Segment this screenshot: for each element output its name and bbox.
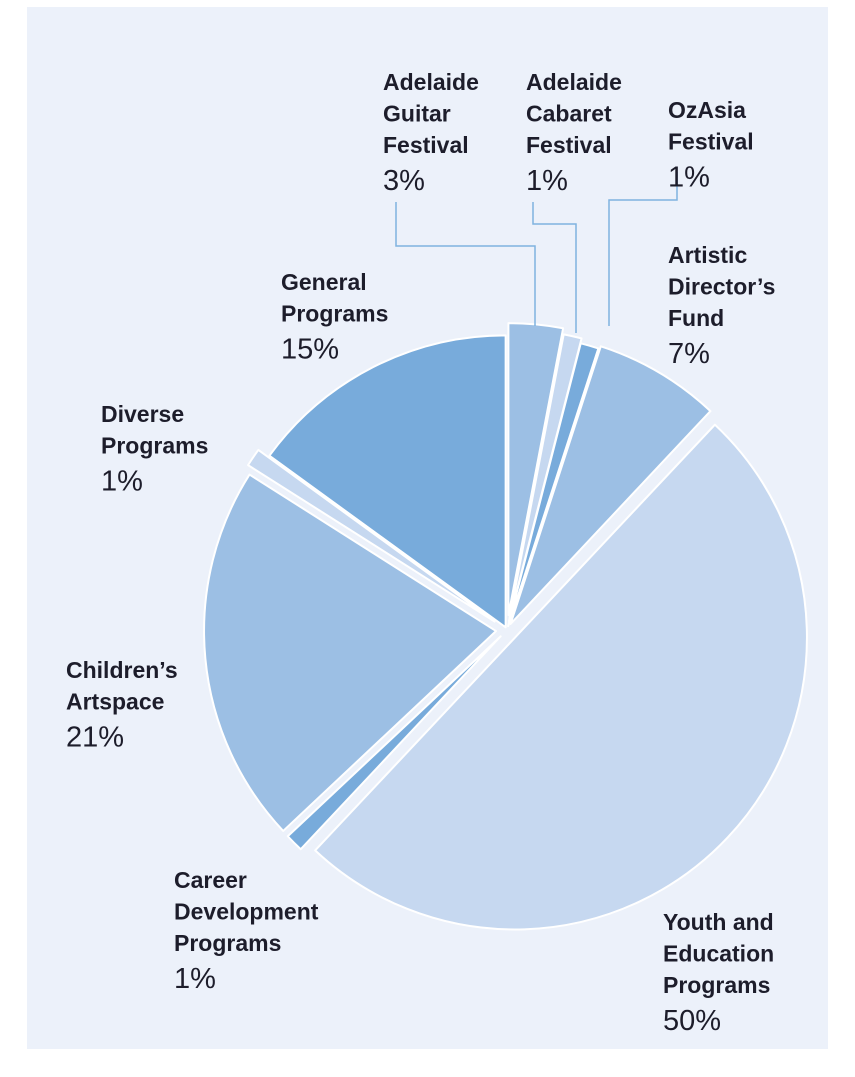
slice-label-percent: 7% xyxy=(668,338,710,370)
slice-label-2: Adelaide Cabaret Festival 1% xyxy=(526,69,622,197)
slice-label-percent: 1% xyxy=(101,466,143,498)
leader-line-3 xyxy=(608,172,678,326)
slice-label-percent: 15% xyxy=(281,334,339,366)
pie-slices xyxy=(203,322,809,931)
slice-label-name: Programs xyxy=(281,301,388,327)
slice-label-percent: 1% xyxy=(174,963,216,995)
slice-label-name: Career xyxy=(174,867,247,893)
slice-label-name: Children’s xyxy=(66,657,178,683)
pie-slice-3 xyxy=(507,342,600,628)
pie-slice-5 xyxy=(314,423,809,931)
slice-label-name: Festival xyxy=(383,132,469,158)
slice-label-3: OzAsia Festival 1% xyxy=(668,97,754,194)
leader-line-1 xyxy=(395,202,536,326)
slice-label-name: Youth and xyxy=(663,909,774,935)
slice-label-percent: 50% xyxy=(663,1005,721,1037)
slice-label-name: Artistic xyxy=(668,242,747,268)
slice-label-name: Festival xyxy=(668,129,754,155)
slice-label-name: Guitar xyxy=(383,101,451,127)
pie-slice-6 xyxy=(286,635,502,851)
pie-slice-7 xyxy=(203,473,498,832)
slice-label-name: Programs xyxy=(101,433,208,459)
slice-label-9: General Programs 15% xyxy=(281,269,388,366)
slice-label-name: Fund xyxy=(668,305,724,331)
leader-lines xyxy=(395,172,678,333)
slice-label-name: Education xyxy=(663,941,774,967)
slice-label-6: Career Development Programs 1% xyxy=(174,867,319,995)
leader-line-2 xyxy=(532,202,577,333)
pie-slice-1 xyxy=(507,322,565,617)
slice-label-name: Adelaide xyxy=(383,69,479,95)
slice-label-name: Artspace xyxy=(66,689,164,715)
slice-label-5: Youth and Education Programs 50% xyxy=(663,909,774,1037)
pie-slice-8 xyxy=(247,448,496,623)
slice-label-percent: 3% xyxy=(383,165,425,197)
pie-slice-9 xyxy=(268,334,507,629)
slice-label-percent: 1% xyxy=(668,162,710,194)
slice-label-name: Director’s xyxy=(668,274,775,300)
slice-label-7: Children’s Artspace 21% xyxy=(66,657,178,754)
slice-label-1: Adelaide Guitar Festival 3% xyxy=(383,69,479,197)
pie-slice-4 xyxy=(509,345,712,625)
slice-label-4: Artistic Director’s Fund 7% xyxy=(668,242,775,370)
slice-label-name: Diverse xyxy=(101,401,184,427)
slice-label-percent: 21% xyxy=(66,722,124,754)
slice-label-name: Programs xyxy=(663,972,770,998)
slice-label-name: Programs xyxy=(174,930,281,956)
slice-labels: Adelaide Guitar Festival 3% Adelaide Cabaret F… xyxy=(66,69,775,1037)
slice-label-name: Adelaide xyxy=(526,69,622,95)
slice-label-name: OzAsia xyxy=(668,97,746,123)
slice-label-8: Diverse Programs 1% xyxy=(101,401,208,498)
slice-label-name: Festival xyxy=(526,132,612,158)
slice-label-percent: 1% xyxy=(526,165,568,197)
slice-label-name: Cabaret xyxy=(526,101,612,127)
slice-label-name: General xyxy=(281,269,367,295)
slice-label-name: Development xyxy=(174,899,319,925)
